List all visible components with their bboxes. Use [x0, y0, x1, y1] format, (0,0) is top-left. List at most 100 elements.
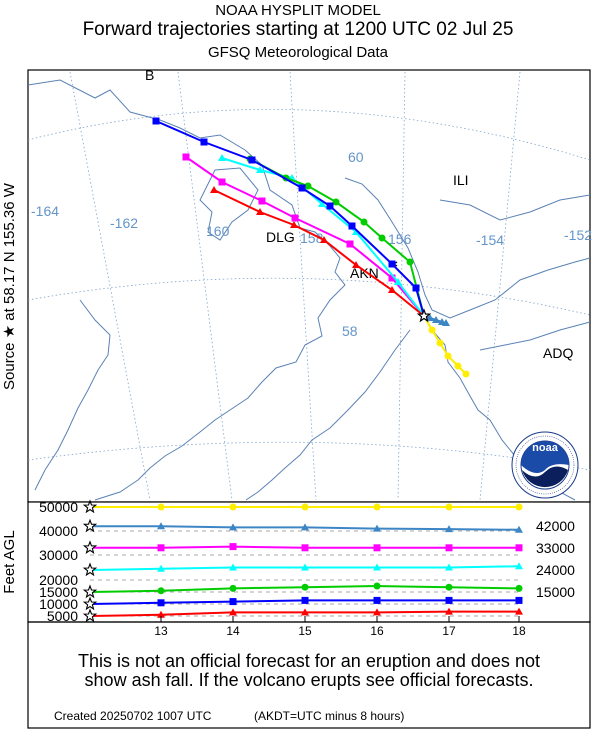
height-xtick: 16 [370, 624, 384, 638]
height-series-6 [82, 607, 523, 623]
coast-peninsula [245, 329, 411, 501]
disclaimer: This is not an official forecast for an … [28, 652, 590, 690]
height-series-0 [82, 499, 523, 514]
trajectory-marker [182, 153, 190, 161]
map-corner-label: B [145, 67, 154, 83]
footer-frame [27, 621, 591, 729]
height-point [157, 544, 165, 552]
trajectory-marker [348, 222, 356, 230]
disclaimer-line1: This is not an official forecast for an … [78, 651, 540, 671]
coast-north [439, 194, 591, 221]
source-location-label: Source ★ at 58.17 N 155.36 W [1, 182, 18, 390]
lon-label: 158 [300, 230, 324, 246]
height-point [229, 543, 237, 551]
coast-cook-inlet [344, 177, 591, 319]
lon-label: 160 [206, 223, 230, 239]
trajectory-marker [432, 316, 440, 323]
height-point [445, 544, 453, 552]
trajectory-marker [388, 260, 396, 268]
height-point [157, 599, 165, 607]
height-ytick: 5000 [47, 608, 78, 624]
height-xtick: 17 [442, 624, 456, 638]
trajectory-marker [320, 236, 328, 243]
height-point [157, 610, 165, 618]
trajectory-marker [442, 319, 450, 326]
trajectory-marker [360, 218, 368, 226]
created-timestamp: Created 20250702 1007 UTC [54, 709, 212, 723]
noaa-bird-icon [521, 441, 569, 474]
coast-west [34, 299, 111, 491]
noaa-logo-text: noaa [532, 442, 559, 454]
coastline [27, 79, 591, 501]
height-ytick: 40000 [39, 523, 78, 539]
height-point [445, 607, 453, 615]
height-ytick: 30000 [39, 547, 78, 563]
trajectory-marker [462, 370, 470, 378]
lon-label: -154 [476, 232, 504, 248]
height-xticks: 13 14 15 16 17 18 [154, 616, 526, 638]
height-point [301, 503, 309, 511]
height-point [229, 523, 237, 531]
height-xtick: 14 [226, 624, 240, 638]
lon-line-158 [289, 71, 317, 501]
height-point [157, 564, 165, 572]
trajectory-marker [412, 284, 420, 292]
height-point [301, 563, 309, 571]
trajectory-marker [388, 286, 396, 293]
height-point [373, 524, 381, 532]
lon-line-156 [397, 71, 406, 501]
trajectory-marker [428, 326, 436, 334]
height-point [515, 544, 523, 552]
height-point [229, 608, 237, 616]
trajectory-0 [423, 315, 470, 378]
station-ili: ILI [453, 172, 469, 188]
trajectory-marker [352, 228, 360, 235]
height-point [229, 503, 237, 511]
height-point [229, 598, 237, 606]
lon-label: -152 [564, 227, 592, 243]
source-star-icon [416, 308, 432, 323]
lat-label: 58 [342, 323, 358, 339]
height-point [445, 583, 453, 591]
trajectory-marker [388, 274, 396, 282]
height-point [373, 544, 381, 552]
height-point [515, 525, 523, 533]
release-height-label: 24000 [536, 562, 575, 578]
height-ytick: 50000 [39, 499, 78, 515]
trajectory-marker [444, 352, 452, 360]
height-point [373, 503, 381, 511]
trajectory-marker [218, 154, 226, 161]
release-height-label: 33000 [536, 540, 575, 556]
source-star-icon [82, 584, 98, 599]
trajectory-6 [210, 186, 425, 317]
trajectory-marker [426, 314, 434, 321]
trajectory-marker [298, 184, 306, 192]
coast-east [479, 321, 591, 351]
trajectory-marker [218, 178, 226, 186]
height-point [301, 583, 309, 591]
height-point [229, 563, 237, 571]
source-star-icon [82, 499, 98, 514]
source-star-icon [82, 608, 98, 623]
graticule-labels: -164 -162 160 158 156 -154 -152 60 58 [31, 149, 592, 339]
height-point [515, 584, 523, 592]
height-ytick: 15000 [39, 584, 78, 600]
height-point [445, 596, 453, 604]
trajectory-marker [406, 258, 414, 266]
trajectory-line [249, 158, 425, 317]
height-point [445, 525, 453, 533]
trajectory-1 [423, 314, 450, 326]
release-height-label: 15000 [536, 584, 575, 600]
lon-label: -164 [31, 203, 59, 219]
height-xtick: 15 [298, 624, 312, 638]
height-point [373, 596, 381, 604]
disclaimer-line2: show ash fall. If the volcano erupts see… [84, 670, 534, 690]
trajectory-marker [291, 214, 299, 222]
height-ytick: 20000 [39, 572, 78, 588]
trajectories [152, 117, 470, 378]
height-right-labels: 42000 33000 24000 15000 [536, 518, 575, 600]
trajectory-marker [326, 202, 334, 210]
trajectory-marker [394, 278, 402, 285]
trajectory-5 [152, 117, 425, 317]
